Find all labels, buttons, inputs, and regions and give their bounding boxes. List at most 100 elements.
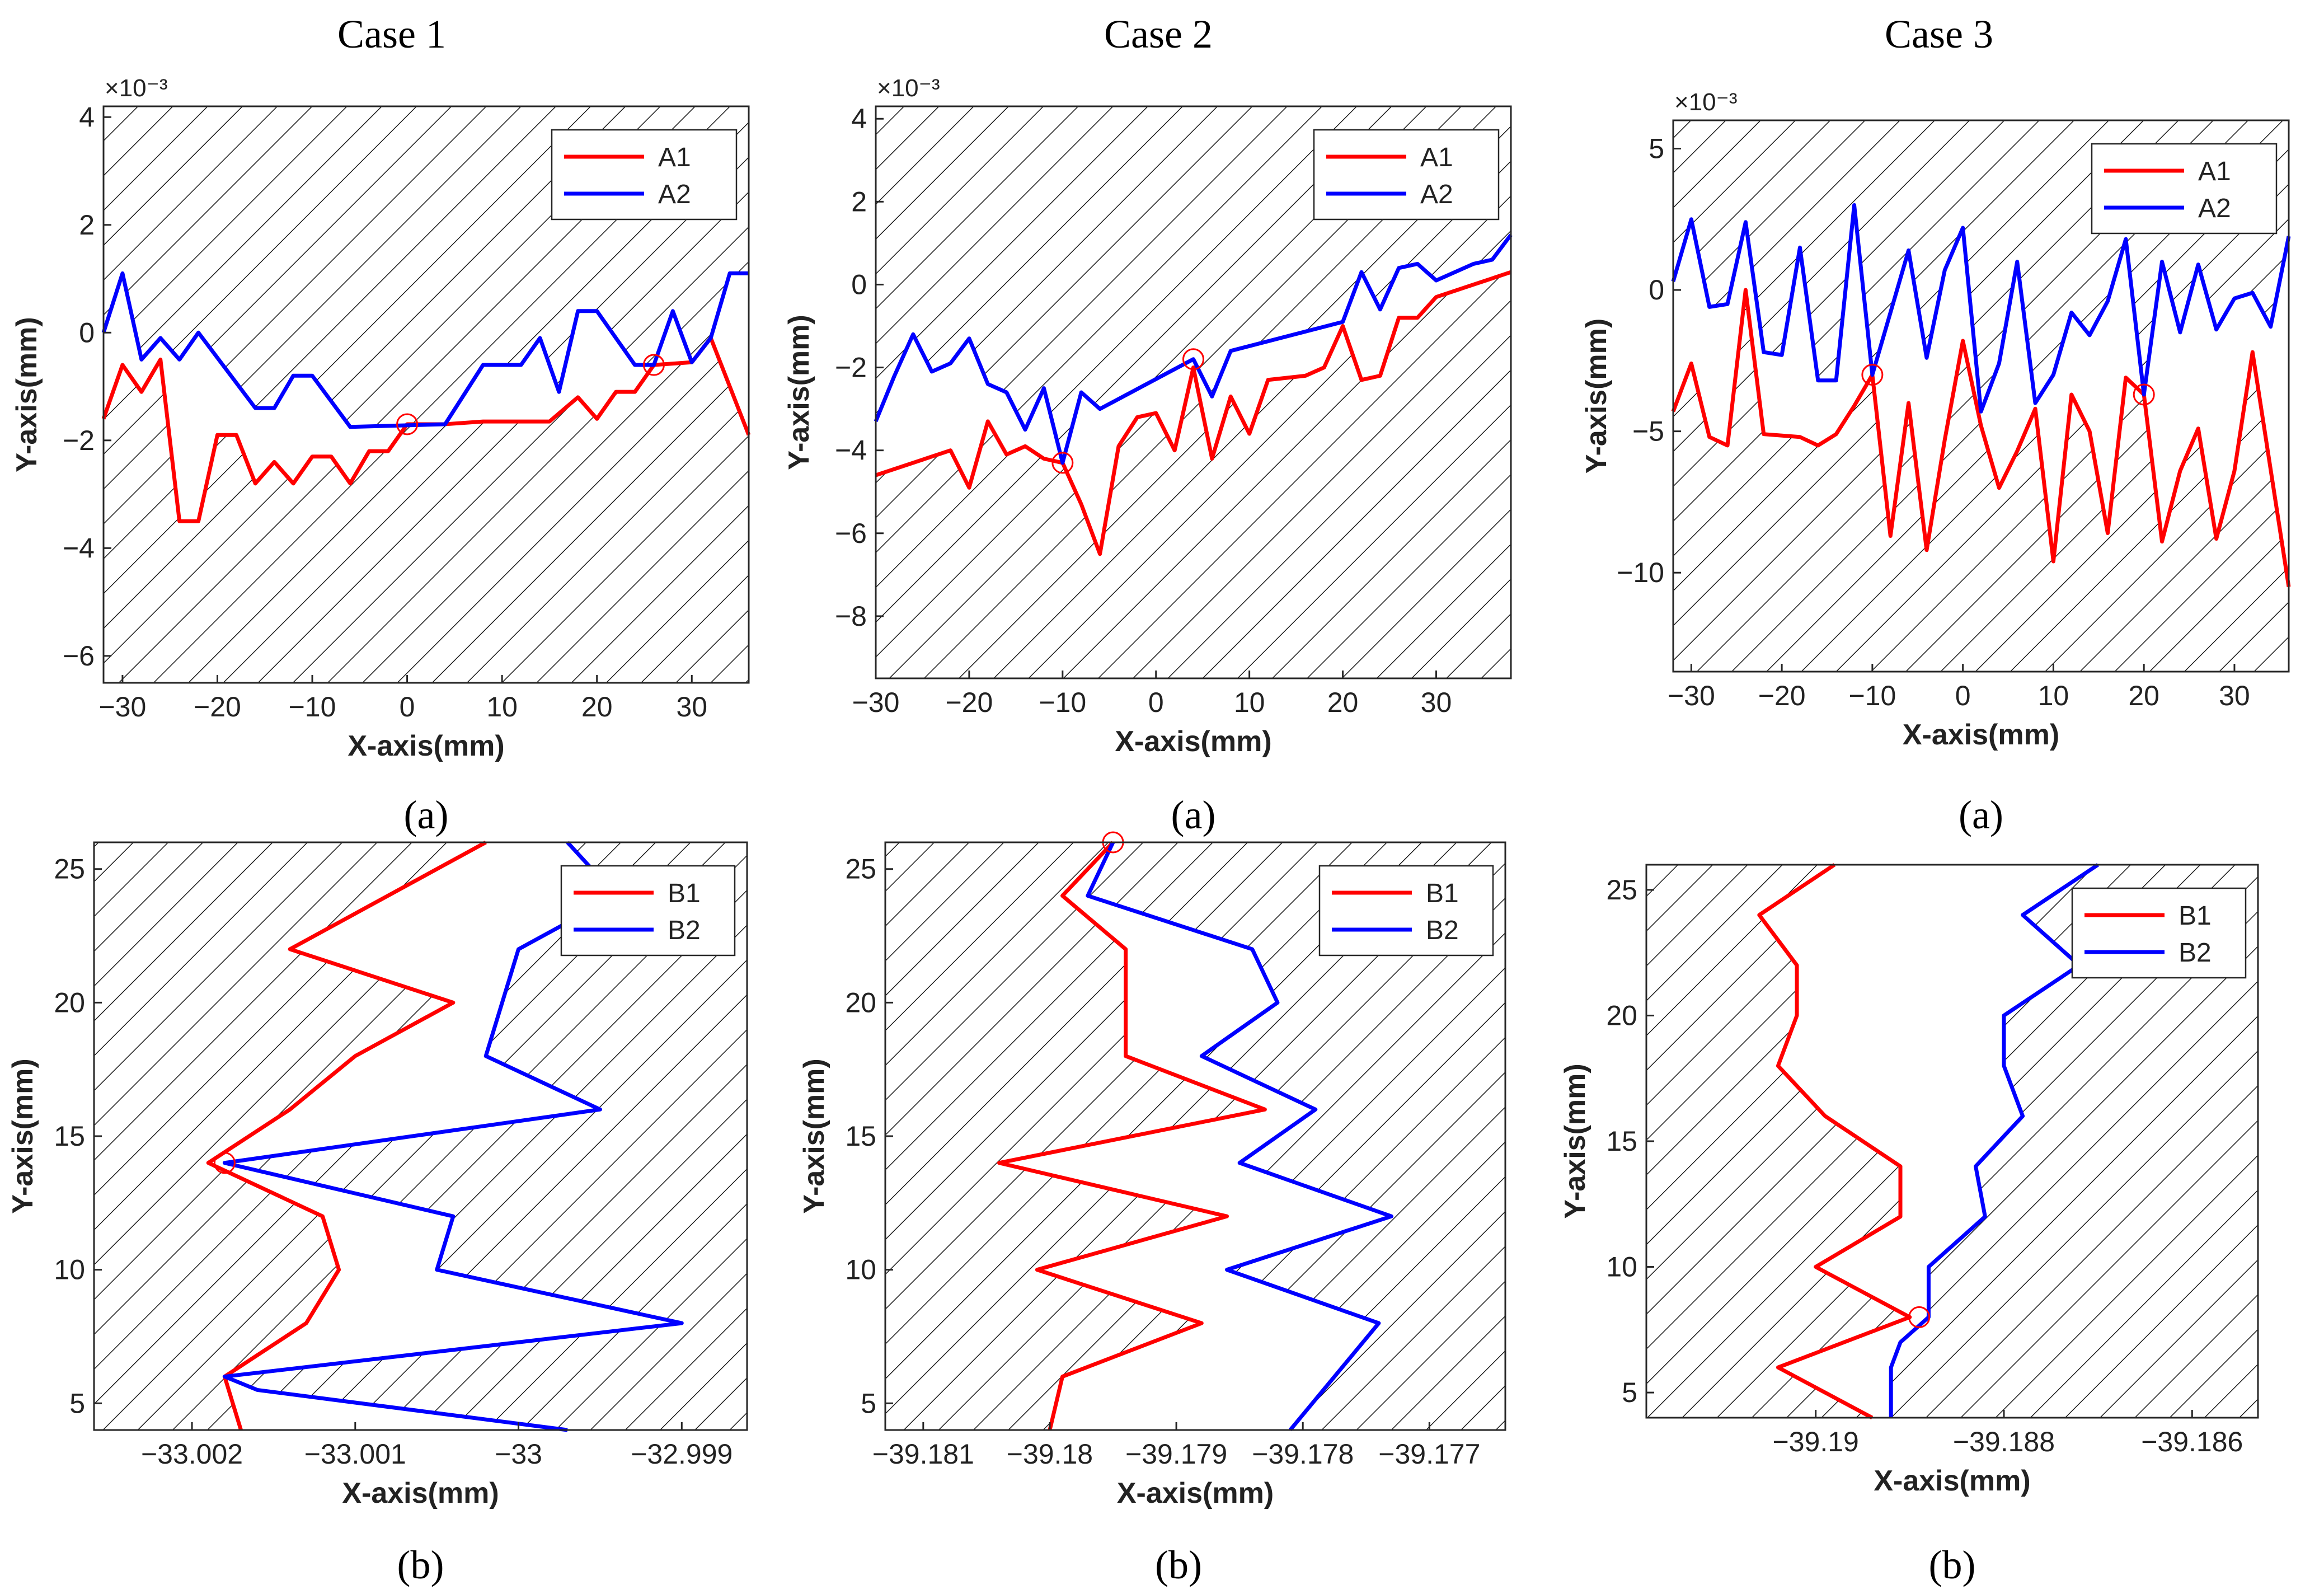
chart3-open-region [1673,205,2289,587]
chart4-ytick-label: 5 [69,1387,85,1419]
chart1-ytick-label: −6 [63,640,95,672]
panel-case1-a: −30 −20 −10 0 10 20 30−6−4−2024X-axis(mm)Y-axi… [11,74,751,837]
chart1-legend-box [551,129,738,221]
chart6-xtick-label: −39.188 [1953,1426,2055,1457]
chart1-xtick-label: −20 [194,691,241,723]
chart3-xtick-label: 20 [2128,680,2159,711]
panel-case3-a: −30 −20 −10 0 10 20 30 −10 −5 0 5 X-axis(mm) Y-axis(… [1580,88,2291,837]
chart1-y-multiplier: ×10⁻³ [105,74,168,102]
chart3-legend-label-a2: A2 [2198,194,2231,223]
chart2-ytick-label: −6 [835,518,867,549]
chart5-xtick-label: −39.178 [1252,1438,1354,1470]
chart3-marker-2 [2133,383,2155,406]
chart3-ytick-label: 5 [1649,133,1664,165]
chart1-xtick-label: 10 [486,691,518,723]
chart2-xtick-label: 20 [1327,687,1359,718]
chart5-ytick-label: 20 [845,987,876,1018]
chart2-series-a2 [874,233,1513,465]
chart6-xtick-label: −39.186 [2141,1426,2243,1457]
chart6-legend-label-b1: B1 [2179,901,2212,931]
chart2-ytick-label: 0 [851,269,867,300]
chart6-y-axis-label: Y-axis(mm) [1559,1063,1591,1218]
chart2-legend-box [1313,129,1500,221]
chart2-x-axis-label: X-axis(mm) [1115,725,1271,758]
chart5-ytick-label: 10 [845,1254,876,1286]
chart2-legend-label-a2: A2 [1420,180,1453,209]
chart3-xtick-label: 30 [2219,680,2250,711]
chart6-x-axis-label: X-axis(mm) [1874,1465,2030,1497]
chart6-open-region [1759,865,2098,1418]
chart6-legend-box [2071,887,2247,979]
chart2-subcaption: (a) [1171,793,1216,837]
chart1-xtick-label: 30 [676,691,707,723]
chart1-marker-2 [642,354,665,376]
chart2-open-region [876,235,1511,554]
chart4-ytick-label: 20 [54,987,85,1018]
chart5-subcaption: (b) [1155,1543,1202,1587]
chart5-legend-label-b2: B2 [1426,916,1459,945]
chart1-series-a2 [101,271,749,429]
chart3-series-a1 [1671,288,2291,587]
chart3-ytick-label: 0 [1649,274,1664,306]
chart5-xtick-label: −39.18 [1007,1438,1093,1470]
chart6-subcaption: (b) [1929,1543,1976,1587]
chart4-ytick-label: 25 [54,854,85,885]
chart3-xtick-label: −20 [1758,680,1806,711]
chart3-xtick-label: 0 [1955,680,1971,711]
chart2-y-multiplier: ×10⁻³ [877,74,940,102]
chart3-legend-label-a1: A1 [2198,157,2231,186]
chart5-ytick-label: 5 [861,1387,876,1419]
chart4-y-axis-label: Y-axis(mm) [7,1058,39,1213]
chart5-xtick-label: −39.179 [1125,1438,1227,1470]
chart4-ytick-label: 15 [54,1121,85,1152]
chart6-xtick-label: −39.19 [1773,1426,1859,1457]
chart1-series-a1 [101,336,751,523]
chart3-xtick-label: −30 [1668,680,1715,711]
chart2-y-axis-label: Y-axis(mm) [783,315,815,470]
chart4-xtick-label: −33.002 [141,1438,243,1470]
chart2-axes-frame [875,105,1512,679]
chart6-ytick-label: 15 [1606,1126,1637,1157]
chart5-open-region [999,842,1392,1430]
chart1-xtick-label: 20 [581,691,613,723]
chart1-subcaption: (a) [404,793,449,837]
chart5-series-b1 [997,841,1267,1431]
panel-case1-b: −33.002 −33.001 −33 −32.999 5 10 15 20 25 X-axis(… [7,840,748,1587]
case-title-3: Case 3 [1885,12,1993,57]
chart1-legend-label-a2: A2 [658,180,691,209]
panel-case2-b: −39.181 −39.18 −39.179 −39.178 −39.177 5 10 15 2… [798,831,1506,1587]
chart3-x-axis-label: X-axis(mm) [1903,719,2059,751]
chart1-marker-1 [396,413,419,435]
chart3-ytick-label: −10 [1617,557,1664,588]
chart1-xtick-label: 0 [400,691,415,723]
case-title-1: Case 1 [337,12,446,57]
chart6-legend-label-b2: B2 [2179,938,2212,968]
chart1-xtick-label: −30 [98,691,146,723]
chart6-marker-1 [1908,1306,1931,1328]
chart4-marker-1 [213,1152,236,1174]
chart1-xtick-label: −10 [289,691,336,723]
chart2-xtick-label: 30 [1421,687,1452,718]
chart2-ytick-label: 2 [851,186,867,217]
chart4-series-b1 [206,840,487,1431]
panel-case2-a: −30 −20 −10 0 10 20 30−8−6−4−2024X-axis(mm)Y-a… [783,74,1513,837]
chart2-marker-1 [1182,348,1204,371]
chart3-marker-1 [1861,364,1884,386]
chart1-x-axis-label: X-axis(mm) [348,730,504,762]
chart3-xtick-label: −10 [1848,680,1896,711]
chart4-xtick-label: −32.999 [631,1438,733,1470]
chart2-ytick-label: −2 [835,352,867,383]
chart1-ytick-label: −4 [63,532,95,564]
chart6-ytick-label: 5 [1622,1377,1637,1408]
chart4-series-b2 [222,841,684,1432]
chart3-axes-frame [1672,119,2290,673]
chart2-marker-2 [1051,452,1074,474]
chart4-ytick-label: 10 [54,1254,85,1286]
